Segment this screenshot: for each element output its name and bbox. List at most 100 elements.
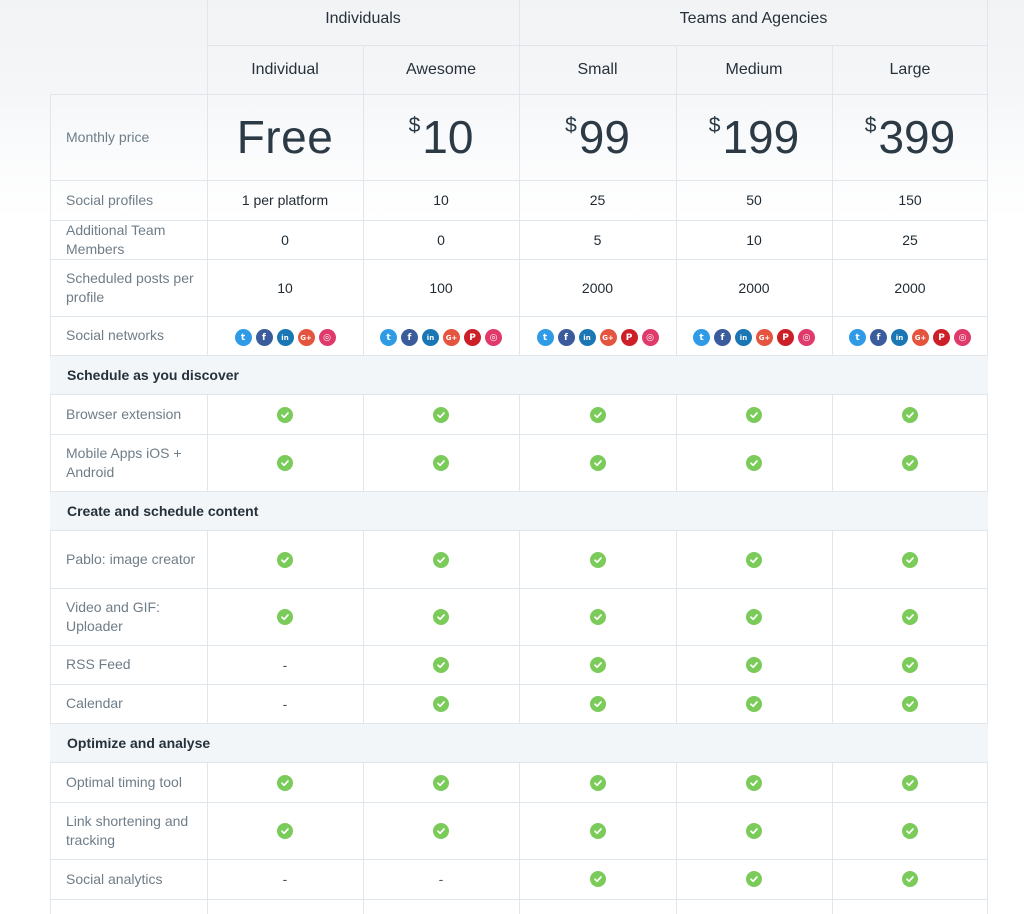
- feature-not-included: -: [207, 645, 363, 684]
- currency-symbol: $: [565, 114, 577, 137]
- feature-included: [519, 645, 676, 684]
- check-icon: [589, 871, 606, 887]
- feature-included: [363, 802, 519, 859]
- feature-included: [207, 802, 363, 859]
- row-label-monthly-price: Monthly price: [66, 128, 150, 145]
- feature-included: [363, 395, 519, 434]
- google-plus-icon: G+: [912, 329, 929, 346]
- feature-included: [363, 531, 519, 588]
- feature-included: [207, 395, 363, 434]
- row-divider: [50, 180, 988, 181]
- row-divider: [50, 94, 988, 95]
- feature-included: [363, 588, 519, 645]
- check-icon: [746, 774, 762, 791]
- twitter-icon: t: [849, 329, 866, 346]
- feature-included: [832, 859, 988, 899]
- check-icon: [277, 774, 293, 791]
- feature-label: Calendar: [66, 695, 123, 711]
- facebook-icon: f: [255, 329, 273, 346]
- column-divider: [363, 45, 364, 914]
- scheduled-posts-value: 2000: [738, 279, 770, 296]
- feature-label: RSS Feed: [66, 656, 131, 672]
- check-icon: [589, 406, 606, 423]
- check-icon: [277, 608, 293, 625]
- price-free: Free: [236, 111, 334, 163]
- feature-included: [519, 763, 676, 802]
- currency-symbol: $: [708, 114, 721, 137]
- feature-included: [676, 763, 832, 802]
- price-amount: 99: [578, 111, 630, 163]
- feature-not-included: -: [207, 859, 363, 899]
- check-icon: [589, 454, 606, 471]
- feature-included: [519, 531, 676, 588]
- price-value: $399: [865, 110, 955, 164]
- plan-name-small: Small: [577, 60, 618, 78]
- team-members-value: 0: [281, 231, 289, 248]
- feature-included: [676, 802, 832, 859]
- check-icon: [902, 774, 918, 791]
- price-amount: 199: [722, 111, 800, 163]
- twitter-icon: t: [234, 329, 252, 346]
- social-icons: t f in G+ P ◎: [693, 329, 815, 346]
- linkedin-icon: in: [891, 329, 908, 346]
- row-divider: [50, 645, 988, 646]
- feature-included: [519, 684, 676, 723]
- check-icon: [902, 656, 918, 673]
- check-icon: [433, 406, 449, 423]
- row-divider: [50, 434, 988, 435]
- social-networks-cell: t f in G+ P ◎: [676, 318, 832, 357]
- social-networks-cell: t f in G+ P ◎: [832, 318, 988, 357]
- feature-included: [676, 859, 832, 899]
- pinterest-icon: P: [777, 329, 794, 346]
- check-icon: [277, 406, 293, 423]
- currency-symbol: $: [864, 114, 877, 137]
- scheduled-posts-value: 2000: [581, 279, 614, 296]
- social-networks-cell: t f in G+ P ◎: [519, 318, 676, 357]
- row-divider: [50, 316, 988, 317]
- check-icon: [277, 454, 293, 471]
- social-networks-cell: t f in G+ P ◎: [363, 318, 519, 357]
- feature-label: Social analytics: [66, 870, 163, 887]
- row-divider: [50, 684, 988, 685]
- team-members-value: 10: [746, 231, 762, 248]
- price-amount: 10: [422, 111, 474, 163]
- check-icon: [589, 822, 606, 839]
- plan-name-large: Large: [889, 60, 931, 78]
- check-icon: [902, 608, 918, 625]
- pinterest-icon: P: [933, 329, 950, 346]
- feature-not-included: -: [363, 859, 519, 899]
- social-networks-cell: t f in G+ ◎: [207, 318, 363, 357]
- check-icon: [433, 608, 449, 625]
- check-icon: [902, 822, 918, 839]
- section-header: Schedule as you discover: [50, 355, 988, 395]
- check-icon: [433, 656, 449, 673]
- row-divider: [50, 802, 988, 803]
- dash-mark: -: [282, 656, 288, 673]
- social-profiles-value: 50: [746, 192, 762, 208]
- feature-label: Optimal timing tool: [66, 774, 182, 790]
- feature-included: [519, 395, 676, 434]
- team-members-value: 0: [437, 231, 445, 248]
- check-icon: [746, 822, 762, 839]
- social-profiles-value: 25: [589, 192, 606, 208]
- instagram-icon: ◎: [954, 329, 971, 346]
- scheduled-posts-value: 2000: [894, 279, 926, 296]
- check-icon: [433, 774, 449, 791]
- check-icon: [746, 695, 762, 712]
- check-icon: [433, 551, 449, 568]
- social-icons: t f in G+ P ◎: [380, 329, 502, 346]
- feature-included: [363, 434, 519, 491]
- price-amount: 399: [878, 111, 956, 163]
- google-plus-icon: G+: [443, 329, 460, 346]
- check-icon: [902, 551, 918, 568]
- instagram-icon: ◎: [641, 329, 659, 346]
- facebook-icon: f: [870, 329, 887, 346]
- check-icon: [902, 406, 918, 423]
- row-label-social-networks: Social networks: [66, 327, 165, 343]
- check-icon: [589, 774, 606, 791]
- check-icon: [433, 822, 449, 839]
- dash-mark: -: [282, 695, 288, 712]
- price-cell: Free: [207, 94, 363, 180]
- pricing-table: Individuals Teams and Agencies Individual A…: [50, 0, 988, 914]
- feature-included: [519, 588, 676, 645]
